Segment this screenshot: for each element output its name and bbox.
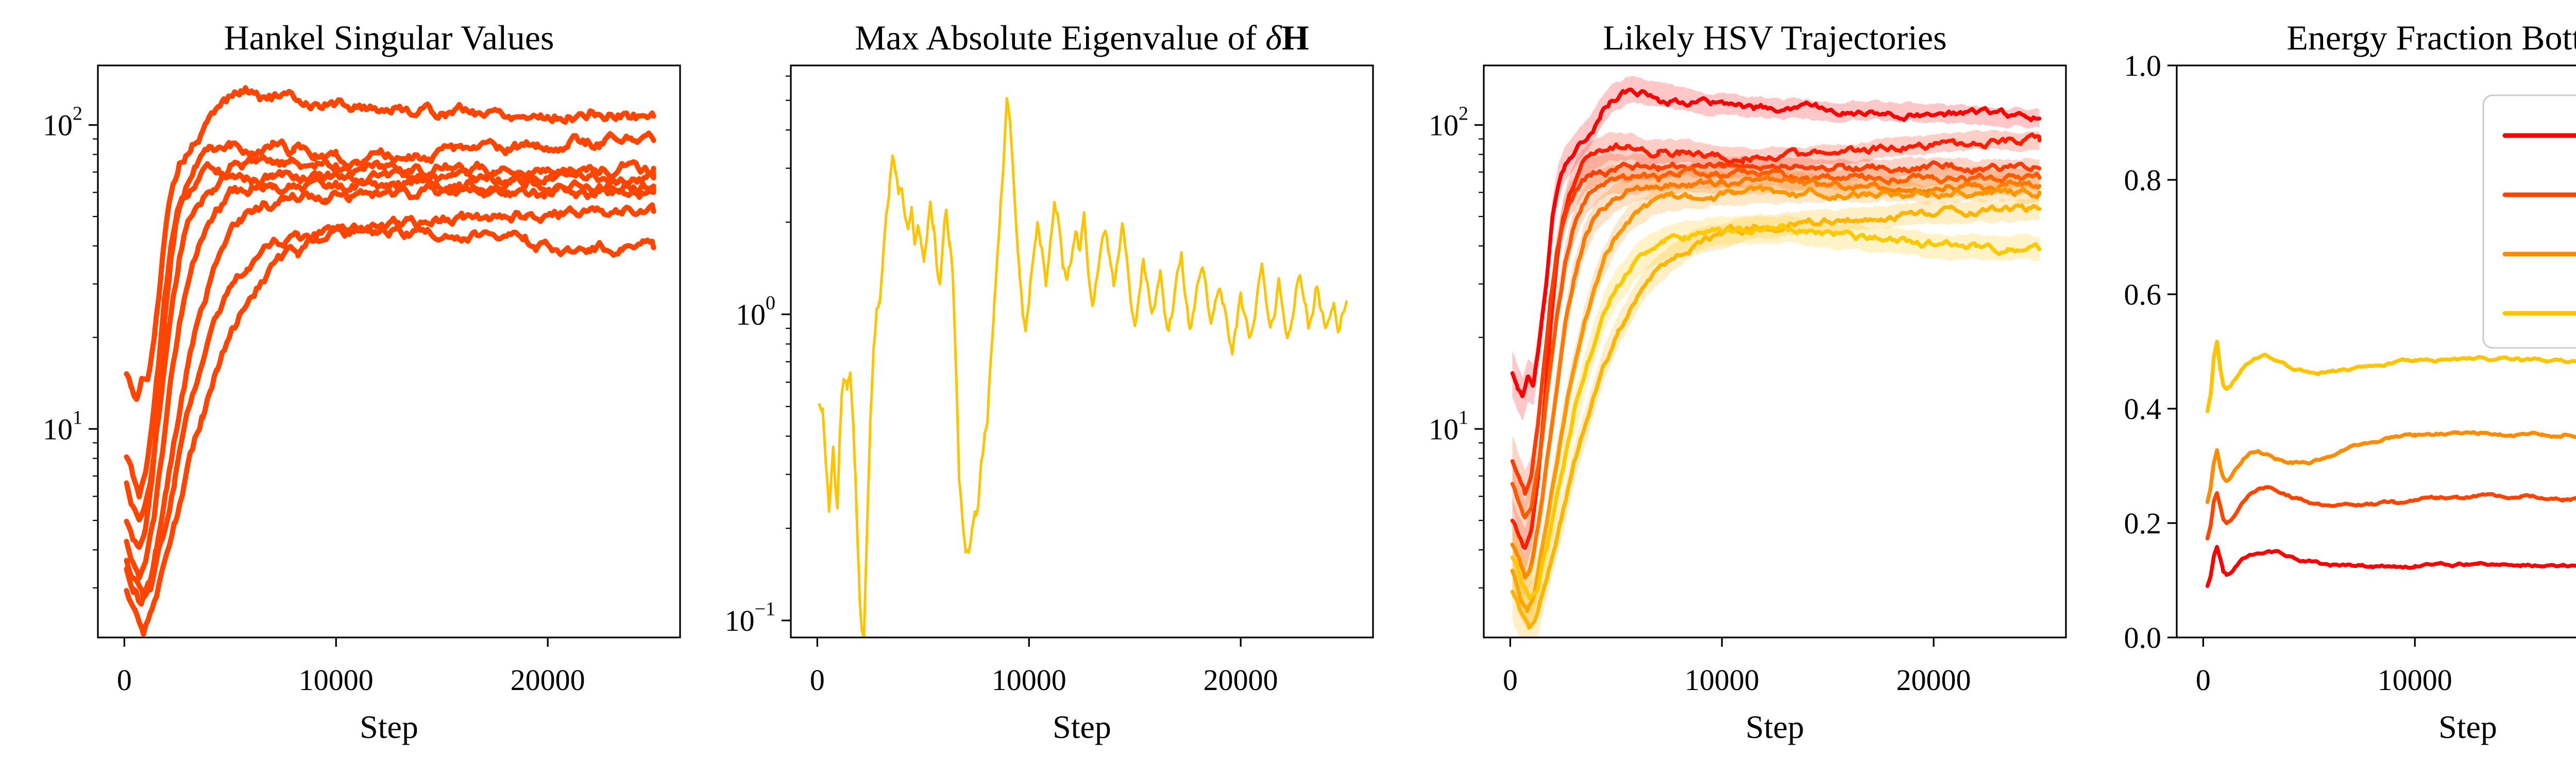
subplot-likely-hsv-trajectories-line-traj4 <box>1510 165 2042 520</box>
subplot-hankel-singular-values-xlabel: Step <box>360 709 418 745</box>
subplot-energy-fraction-line-energy-r2 <box>2205 485 2576 541</box>
subplot-energy-fraction-ytick-label-2: 0.4 <box>2124 392 2162 426</box>
subplot-hankel-singular-values-xtick-label-2: 20000 <box>511 663 585 697</box>
subplot-energy-fraction-ytick-label-5: 1.0 <box>2124 49 2162 82</box>
subplot-hankel-singular-values-ytick-label-0: 102 <box>43 103 82 142</box>
subplot-max-abs-eigenvalue-xlabel: Step <box>1053 709 1111 745</box>
subplot-hankel-singular-values-ticks <box>89 124 549 647</box>
subplot-likely-hsv-trajectories-xtick-label-1: 10000 <box>1685 663 1759 697</box>
subplot-energy-fraction-xtick-label-1: 10000 <box>2378 663 2452 697</box>
subplot-likely-hsv-trajectories-xtick-label-0: 0 <box>1503 663 1518 697</box>
subplot-hankel-singular-values-line-sigma4 <box>124 167 656 523</box>
subplot-energy-fraction-line-energy-r4 <box>2205 340 2576 413</box>
subplot-max-abs-eigenvalue-spines <box>790 64 1374 638</box>
subplot-likely-hsv-trajectories-xtick-label-2: 20000 <box>1896 663 1971 697</box>
subplot-energy-fraction-title: Energy Fraction Bottom r <box>2286 18 2576 57</box>
subplot-likely-hsv-trajectories-line-traj8 <box>1510 223 2042 600</box>
subplot-hankel-singular-values-line-sigma8 <box>124 222 656 600</box>
subplot-likely-hsv-trajectories-line-traj5 <box>1510 175 2042 580</box>
subplot-energy-fraction-ytick-label-4: 0.8 <box>2124 163 2162 197</box>
subplot-energy-fraction-spines <box>2176 64 2576 638</box>
subplot-max-abs-eigenvalue-ytick-label-1: 10−1 <box>725 598 775 637</box>
subplot-hankel-singular-values-line-sigma1 <box>124 85 656 402</box>
subplot-max-abs-eigenvalue-ytick-label-0: 100 <box>736 292 775 331</box>
subplot-max-abs-eigenvalue-xtick-label-0: 0 <box>810 663 825 697</box>
subplot-energy-fraction-ytick-label-3: 0.6 <box>2124 278 2162 311</box>
subplot-energy-fraction-ticks <box>2167 64 2416 647</box>
subplot-max-abs-eigenvalue-line-max-abs-eig <box>818 97 1348 637</box>
subplot-energy-fraction-xtick-label-0: 0 <box>2196 663 2211 697</box>
subplot-max-abs-eigenvalue-title-seg-1: δ <box>1265 18 1282 57</box>
subplot-likely-hsv-trajectories-line-traj2 <box>1510 132 2042 550</box>
subplot-likely-hsv-trajectories-ytick-label-0: 102 <box>1429 103 1468 142</box>
subplot-hankel-singular-values-line-sigma2 <box>124 130 656 550</box>
subplot-max-abs-eigenvalue: 0 10000 20000 100 10−1 Max Absolute Eigenvalu… <box>725 18 1374 745</box>
subplot-likely-hsv-trajectories-title: Likely HSV Trajectories <box>1603 18 1946 57</box>
subplot-likely-hsv-trajectories-ytick-label-1: 101 <box>1429 407 1468 446</box>
subplot-energy-fraction-ytick-label-0: 0.0 <box>2124 621 2162 654</box>
subplot-hankel-singular-values-plot-area <box>124 85 656 637</box>
subplot-likely-hsv-trajectories-line-traj6 <box>1510 184 2042 613</box>
subplot-likely-hsv-trajectories-band-traj8 <box>1512 214 2040 624</box>
subplot-hankel-singular-values-title-seg-0: Hankel Singular Values <box>224 18 554 57</box>
subplot-likely-hsv-trajectories-xlabel: Step <box>1745 709 1804 745</box>
subplot-hankel-singular-values-ytick-label-1: 101 <box>43 407 82 446</box>
subplot-energy-fraction-legend: r = 1r = 2r = 3r = 4 <box>2482 94 2576 349</box>
subplot-max-abs-eigenvalue-ticks <box>782 75 1242 647</box>
subplot-likely-hsv-trajectories-spines <box>1483 64 2067 638</box>
subplot-likely-hsv-trajectories-line-traj1 <box>1510 88 2042 398</box>
subplot-max-abs-eigenvalue-xtick-label-2: 20000 <box>1204 663 1278 697</box>
subplot-likely-hsv-trajectories-title-seg-0: Likely HSV Trajectories <box>1603 18 1946 57</box>
subplot-hankel-singular-values-spines <box>97 64 681 638</box>
subplot-energy-fraction-line-energy-r3 <box>2205 430 2576 504</box>
subplot-hankel-singular-values-line-sigma3 <box>124 154 656 500</box>
subplot-max-abs-eigenvalue-plot-area <box>818 97 1348 637</box>
subplot-max-abs-eigenvalue-title-seg-0: Max Absolute Eigenvalue of <box>855 18 1265 57</box>
subplot-energy-fraction-line-energy-r1 <box>2205 545 2576 588</box>
subplot-max-abs-eigenvalue-title-seg-2: H <box>1282 18 1309 57</box>
subplot-likely-hsv-trajectories-line-traj3 <box>1510 160 2042 496</box>
subplot-energy-fraction-xlabel: Step <box>2438 709 2497 745</box>
subplot-likely-hsv-trajectories: 0 10000 20000 102 101 Likely HSV Trajectories… <box>1429 18 2067 745</box>
subplot-likely-hsv-trajectories-plot-area <box>1510 76 2042 637</box>
subplot-max-abs-eigenvalue-title: Max Absolute Eigenvalue of δH <box>855 18 1309 57</box>
subplot-energy-fraction-ytick-label-1: 0.2 <box>2124 507 2162 540</box>
subplot-hankel-singular-values-xtick-label-0: 0 <box>117 663 132 697</box>
subplot-likely-hsv-trajectories-ticks <box>1475 124 1935 647</box>
subplot-hankel-singular-values-title: Hankel Singular Values <box>224 18 554 57</box>
subplot-hankel-singular-values-xtick-label-1: 10000 <box>299 663 374 697</box>
subplot-energy-fraction-legend-box <box>2482 94 2576 349</box>
subplot-hankel-singular-values-line-sigma6 <box>124 182 656 607</box>
subplot-energy-fraction-plot-area <box>2205 340 2576 588</box>
subplot-hankel-singular-values: 0 10000 20000 102 101 Hankel Singular Values S… <box>43 18 681 745</box>
subplot-max-abs-eigenvalue-xtick-label-1: 10000 <box>992 663 1066 697</box>
subplot-energy-fraction-title-seg-0: Energy Fraction Bottom <box>2286 18 2576 57</box>
